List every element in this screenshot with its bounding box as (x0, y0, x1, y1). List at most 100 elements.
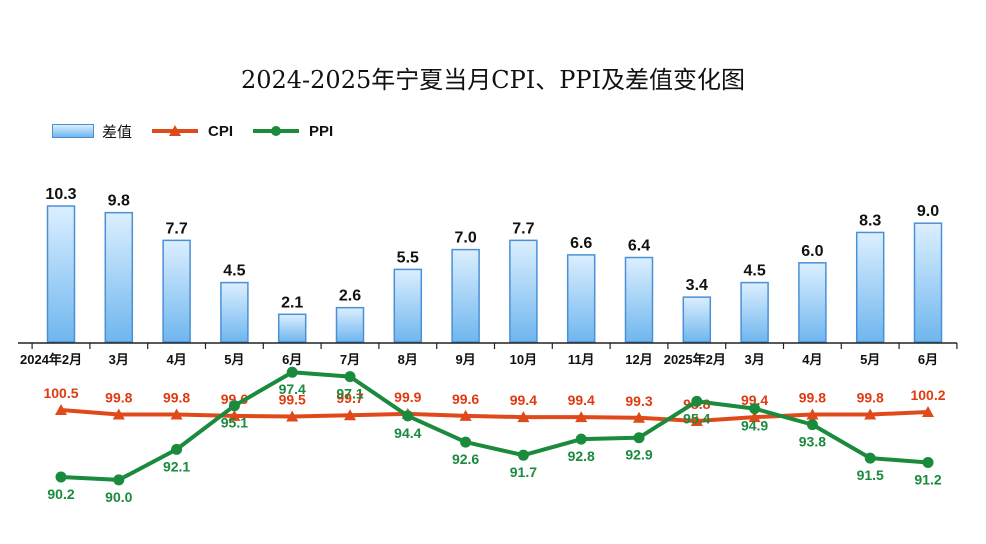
bar-5 (335, 306, 365, 343)
bar-label-2: 7.7 (165, 220, 187, 237)
bar-label-5: 2.6 (339, 288, 361, 305)
bar-label-1: 9.8 (108, 193, 130, 210)
bar-label-15: 9.0 (917, 203, 939, 220)
bar-4 (277, 313, 307, 343)
cpi-label-1: 99.8 (105, 390, 132, 406)
x-tick-label-15: 6月 (918, 352, 938, 367)
ppi-label-7: 92.6 (452, 451, 479, 467)
x-tick-label-1: 3月 (109, 352, 129, 367)
cpi-point-11 (690, 415, 703, 427)
legend-swatch-ppi (253, 126, 300, 136)
x-tick-label-5: 7月 (340, 352, 360, 367)
bar-label-14: 8.3 (859, 212, 881, 229)
cpi-label-6: 99.9 (394, 389, 421, 405)
ppi-label-2: 92.1 (163, 458, 190, 474)
cpi-point-12 (748, 411, 761, 423)
ppi-label-8: 91.7 (510, 464, 537, 480)
cpi-label-7: 99.6 (452, 391, 479, 407)
legend-swatch-cpi (152, 125, 199, 136)
ppi-point-12 (749, 403, 761, 415)
x-tick-label-14: 5月 (860, 352, 880, 367)
ppi-label-4: 97.4 (279, 381, 306, 397)
ppi-point-2 (171, 443, 183, 455)
chart-title: 2024-2025年宁夏当月CPI、PPI及差值变化图 (240, 66, 746, 94)
legend-item-ppi: PPI (251, 123, 333, 140)
x-tick-label-12: 3月 (744, 352, 764, 367)
ppi-point-1 (113, 474, 125, 486)
x-axis: 2024年2月 3月 4月 5月 6月 7月 8月 9月 10月 11月 12月 2025年2月 3月 4… (18, 342, 958, 367)
bar-3 (220, 281, 249, 343)
bar-label-13: 6.0 (801, 243, 823, 260)
x-tick-label-3: 5月 (224, 352, 244, 367)
bar-label-0: 10.3 (45, 186, 76, 203)
bar-8 (509, 239, 538, 343)
x-tick-label-13: 4月 (802, 352, 822, 367)
ppi-label-11: 95.4 (683, 410, 710, 426)
bar-2 (162, 239, 191, 343)
ppi-point-6 (402, 410, 414, 422)
legend-label-diff: 差值 (102, 123, 133, 141)
cpi-label-15: 100.2 (910, 387, 945, 403)
x-tick-label-0: 2024年2月 (20, 352, 82, 367)
x-tick-label-2: 4月 (166, 352, 186, 367)
bar-label-6: 5.5 (397, 249, 419, 266)
ppi-point-7 (460, 436, 472, 448)
cpi-point-9 (575, 411, 588, 423)
x-tick-label-11: 2025年2月 (664, 352, 726, 367)
bar-15 (913, 222, 943, 343)
bar-label-12: 4.5 (743, 263, 765, 280)
cpi-point-10 (633, 411, 645, 423)
cpi-label-8: 99.4 (510, 392, 537, 408)
ppi-label-9: 92.8 (568, 448, 595, 464)
cpi-point-0 (55, 404, 67, 415)
legend-item-diff: 差值 (52, 121, 132, 142)
ppi-label-10: 92.9 (625, 447, 652, 463)
ppi-label-14: 91.5 (857, 467, 884, 483)
cpi-point-8 (517, 411, 530, 423)
x-tick-label-4: 6月 (282, 352, 302, 367)
ppi-label-1: 90.0 (105, 489, 132, 505)
cpi-point-5 (344, 409, 356, 421)
cpi-label-13: 99.8 (799, 390, 826, 406)
cpi-point-2 (170, 408, 183, 420)
x-tick-label-7: 9月 (455, 352, 475, 367)
x-tick-label-8: 10月 (510, 352, 537, 367)
ppi-point-10 (633, 432, 645, 444)
ppi-line (60, 370, 929, 482)
legend-label-cpi: CPI (208, 122, 234, 140)
ppi-label-15: 91.2 (914, 471, 941, 487)
ppi-point-11 (691, 395, 703, 407)
ppi-label-3: 95.1 (221, 415, 248, 431)
ppi-label-13: 93.8 (799, 434, 826, 450)
bar-12 (740, 281, 769, 343)
x-tick-label-10: 12月 (625, 352, 652, 367)
bar-series: 10.3 9.8 7.7 4.5 2.1 2.6 5.5 7.0 7.7 6.6 6.4 3.4 4.5… (45, 186, 943, 343)
cpi-label-9: 99.4 (568, 392, 595, 408)
cpi-label-2: 99.8 (163, 390, 190, 406)
bar-label-10: 6.4 (628, 238, 650, 255)
bar-label-11: 3.4 (686, 277, 708, 294)
x-tick-label-9: 11月 (568, 352, 595, 367)
bar-7 (451, 248, 480, 343)
ppi-label-12: 94.9 (741, 418, 768, 434)
cpi-point-4 (286, 410, 299, 422)
cpi-label-0: 100.5 (43, 385, 78, 401)
bar-11 (682, 296, 712, 343)
bar-0 (46, 205, 76, 343)
ppi-point-0 (55, 471, 67, 483)
bar-label-7: 7.0 (454, 230, 476, 247)
cpi-point-14 (864, 408, 877, 420)
cpi-point-15 (922, 405, 934, 417)
cpi-point-3 (228, 409, 241, 421)
cpi-label-5: 99.7 (336, 390, 363, 406)
ppi-point-8 (517, 449, 529, 461)
bar-label-4: 2.1 (281, 294, 303, 311)
bar-label-8: 7.7 (512, 220, 534, 237)
cpi-label-4: 99.5 (279, 392, 306, 408)
x-tick-label-6: 8月 (398, 352, 418, 367)
ppi-series: 90.2 90.0 92.1 95.1 97.4 97.1 94.4 92.6 91.7 92.8… (47, 366, 942, 505)
cpi-point-7 (459, 409, 472, 421)
ppi-label-6: 94.4 (394, 425, 421, 441)
